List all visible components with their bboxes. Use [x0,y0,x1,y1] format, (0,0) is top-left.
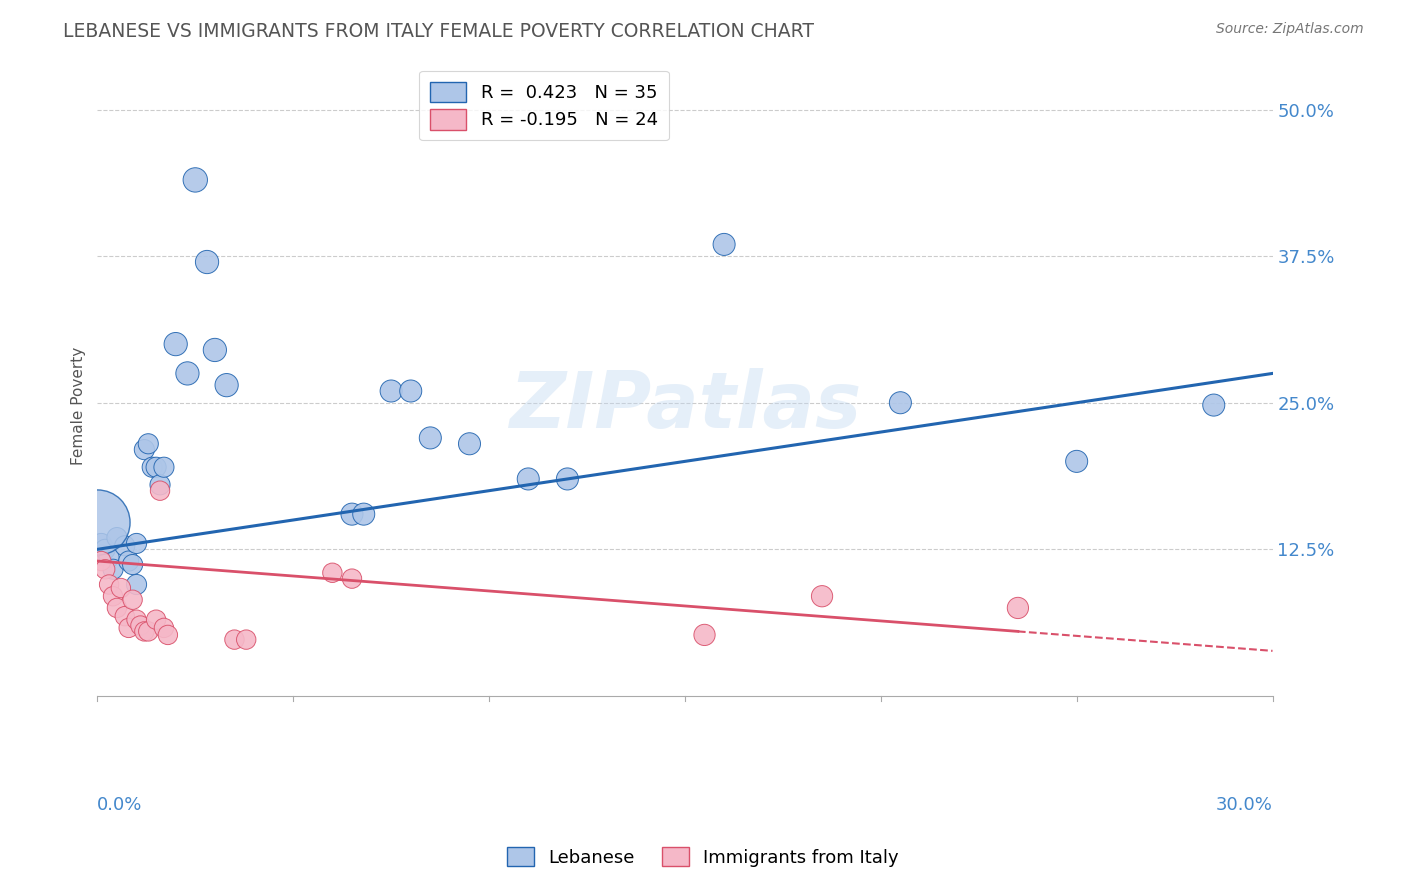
Text: Source: ZipAtlas.com: Source: ZipAtlas.com [1216,22,1364,37]
Point [215,378,238,392]
Point [1202,398,1225,412]
Point [136,437,159,451]
Text: 30.0%: 30.0% [1216,796,1272,814]
Point [224,632,246,647]
Point [693,628,716,642]
Point [94,562,117,576]
Point [134,442,156,457]
Point [517,472,540,486]
Legend: Lebanese, Immigrants from Italy: Lebanese, Immigrants from Italy [499,840,907,874]
Point [145,460,167,475]
Point [156,628,179,642]
Point [125,536,148,550]
Point [399,384,422,398]
Point [195,255,218,269]
Point [353,507,375,521]
Point [1066,454,1088,468]
Point [105,531,128,545]
Point [134,624,156,639]
Point [114,609,136,624]
Point [114,539,136,553]
Point [419,431,441,445]
Legend: R =  0.423   N = 35, R = -0.195   N = 24: R = 0.423 N = 35, R = -0.195 N = 24 [419,70,669,141]
Point [204,343,226,357]
Text: LEBANESE VS IMMIGRANTS FROM ITALY FEMALE POVERTY CORRELATION CHART: LEBANESE VS IMMIGRANTS FROM ITALY FEMALE… [63,22,814,41]
Point [165,337,187,351]
Point [125,613,148,627]
Point [94,542,117,557]
Point [129,618,152,632]
Point [713,237,735,252]
Point [98,550,121,565]
Point [184,173,207,187]
Point [105,601,128,615]
Point [90,536,112,550]
Point [136,624,159,639]
Point [889,395,911,409]
Point [90,554,112,568]
Y-axis label: Female Poverty: Female Poverty [72,346,86,465]
Point [125,577,148,591]
Point [811,589,834,603]
Point [321,566,343,580]
Point [121,592,143,607]
Point [235,632,257,647]
Text: ZIPatlas: ZIPatlas [509,368,860,443]
Point [98,577,121,591]
Point [118,554,141,568]
Point [557,472,579,486]
Point [145,613,167,627]
Point [101,589,124,603]
Point [458,437,481,451]
Point [110,581,132,595]
Point [380,384,402,398]
Point [121,558,143,572]
Point [101,562,124,576]
Point [153,621,176,635]
Point [176,367,198,381]
Point [340,572,363,586]
Point [118,621,141,635]
Point [86,516,108,530]
Point [149,478,172,492]
Point [340,507,363,521]
Point [141,460,163,475]
Point [1007,601,1029,615]
Text: 0.0%: 0.0% [97,796,143,814]
Point [90,548,112,562]
Point [149,483,172,498]
Point [153,460,176,475]
